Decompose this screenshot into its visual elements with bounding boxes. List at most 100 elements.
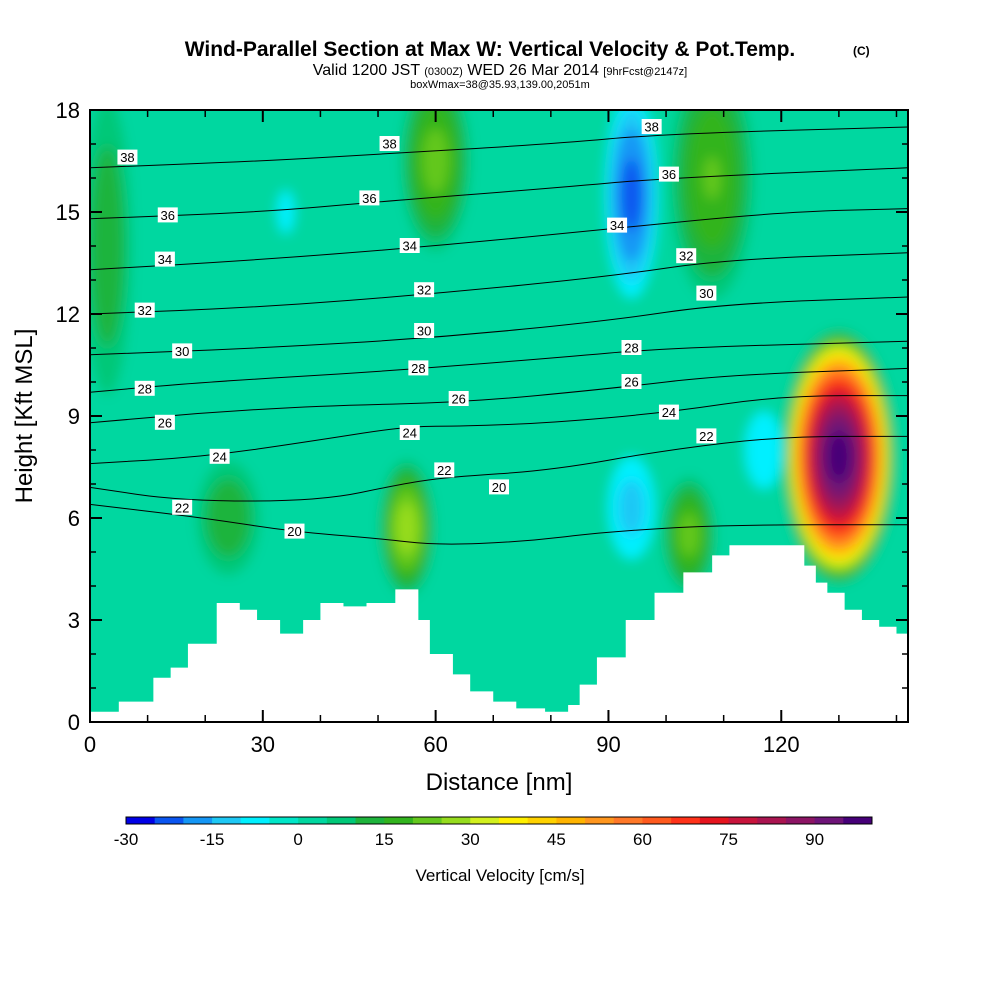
contour-label-box — [696, 285, 717, 301]
x-axis-label: Distance [nm] — [426, 769, 573, 796]
contour-label-text: 30 — [699, 286, 713, 301]
x-tick-label: 60 — [423, 732, 447, 757]
theta-contour-38 — [90, 126, 908, 169]
contour-label-text: 32 — [417, 283, 431, 298]
contour-label-text: 20 — [287, 524, 301, 539]
contour-label: 34 — [154, 251, 175, 267]
contour-label: 32 — [134, 302, 155, 318]
velocity-cell — [379, 459, 434, 597]
contour-label-text: 28 — [411, 361, 425, 376]
contour-label: 38 — [379, 136, 400, 152]
colorbar-swatch — [527, 817, 557, 824]
colorbar-tick-label: 90 — [805, 830, 824, 849]
velocity-level — [621, 158, 642, 232]
contour-label-box — [434, 462, 455, 478]
terrain-mask — [90, 545, 908, 722]
contour-label-box — [379, 136, 400, 151]
terrain — [90, 545, 908, 722]
contour-label-box — [209, 448, 230, 464]
plot-area: 3836343230282624222038363432302826242220… — [56, 98, 909, 757]
colorbar-swatch — [212, 817, 242, 824]
velocity-level — [422, 128, 449, 194]
theta-contour-28 — [90, 340, 908, 393]
x-tick-label: 0 — [84, 732, 96, 757]
contour-label-box — [154, 414, 175, 430]
contour-label-text: 34 — [402, 239, 416, 254]
colorbar-swatch — [556, 817, 586, 824]
contour-label: 30 — [414, 323, 435, 339]
contour-label: 26 — [448, 391, 469, 407]
colorbar-tick-label: 60 — [633, 830, 652, 849]
contour-label-text: 28 — [137, 381, 151, 396]
contour-label: 24 — [209, 448, 230, 464]
colorbar-swatch — [613, 817, 643, 824]
velocity-level — [90, 145, 125, 347]
contour-label-box — [134, 380, 155, 396]
contour-label: 20 — [284, 523, 305, 539]
colorbar-swatch — [671, 817, 701, 824]
velocity-field — [90, 110, 908, 722]
contour-label: 34 — [607, 217, 628, 233]
colorbar-swatch — [240, 817, 270, 824]
contour-label-box — [399, 425, 420, 440]
velocity-cell — [277, 190, 295, 234]
contour-label-text: 22 — [175, 500, 189, 515]
valid-prefix: Valid 1200 JST — [313, 62, 421, 79]
contour-label-box — [696, 428, 717, 444]
contour-label-text: 38 — [382, 137, 396, 152]
contour-label-text: 20 — [492, 480, 506, 495]
colorbar-tick-label: -30 — [114, 830, 139, 849]
contour-label: 24 — [399, 425, 420, 441]
contour-label-text: 36 — [161, 208, 175, 223]
forecast-tag: [9hrFcst@2147z] — [603, 66, 687, 78]
contour-label-text: 26 — [158, 415, 172, 430]
theta-contours — [90, 126, 908, 545]
chart-title: Wind-Parallel Section at Max W: Vertical… — [185, 38, 796, 61]
colorbar-swatch — [126, 817, 156, 824]
contour-label-text: 24 — [662, 405, 676, 420]
contour-label: 28 — [408, 360, 429, 376]
colorbar-tick-label: 30 — [461, 830, 480, 849]
contour-label-box — [658, 166, 679, 182]
field-blur-group — [90, 110, 908, 722]
contour-label-box — [157, 207, 178, 223]
contour-label-text: 38 — [120, 150, 134, 165]
contour-label-text: 32 — [679, 249, 693, 264]
contour-label-box — [408, 360, 429, 376]
contour-label-box — [154, 251, 175, 267]
contour-label-box — [172, 343, 193, 359]
contour-label: 28 — [134, 380, 155, 396]
colorbar-swatch — [843, 817, 873, 824]
contour-label-text: 30 — [175, 344, 189, 359]
contour-label-box — [641, 119, 662, 134]
velocity-level — [395, 502, 418, 555]
x-tick-label: 120 — [763, 732, 800, 757]
velocity-cell — [605, 110, 658, 298]
contour-label: 22 — [172, 499, 193, 515]
contour-label: 30 — [696, 285, 717, 301]
contour-label-box — [399, 238, 420, 253]
contour-label: 36 — [157, 207, 178, 223]
colorbar-swatch — [499, 817, 529, 824]
colorbar-swatch — [326, 817, 357, 824]
contour-label: 24 — [658, 404, 679, 420]
colorbar-swatch — [470, 817, 500, 824]
contour-label-text: 28 — [624, 341, 638, 356]
contour-label: 32 — [414, 282, 435, 298]
contour-label: 34 — [399, 238, 420, 254]
colorbar-swatch — [814, 817, 844, 824]
contour-label: 26 — [154, 414, 175, 430]
velocity-cell — [662, 476, 716, 594]
y-axis-label: Height [Kft MSL] — [11, 329, 38, 504]
contour-label-text: 22 — [699, 429, 713, 444]
theta-contour-labels: 38 36 34 32 30 28 26 24 22 20 38 36 34 32 30 28 26 24 22 20… — [117, 119, 717, 539]
contour-label: 22 — [434, 462, 455, 478]
contour-label-text: 34 — [158, 252, 172, 267]
velocity-level — [745, 411, 783, 489]
valid-time-line: Valid 1200 JST (0300Z) WED 26 Mar 2014 [… — [313, 62, 687, 79]
contour-label-text: 26 — [451, 392, 465, 407]
theta-contour-34 — [90, 208, 908, 271]
colorbar-tick-label: 15 — [375, 830, 394, 849]
contour-label-box — [414, 282, 435, 298]
